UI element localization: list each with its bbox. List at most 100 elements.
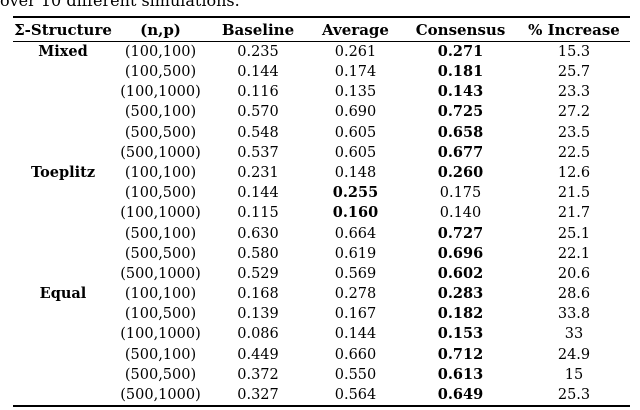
increase-cell: 21.5 [557, 185, 591, 202]
baseline-cell: 0.139 [237, 306, 279, 323]
increase-cell: 24.9 [557, 346, 591, 363]
increase-cell: 20.6 [557, 265, 591, 282]
structure-cell [13, 62, 113, 82]
structure-cell: Equal [39, 285, 87, 303]
increase-cell: 25.3 [557, 387, 591, 404]
np-cell: (100,500) [124, 185, 197, 202]
consensus-cell: 0.613 [437, 365, 484, 383]
header-row: Σ-Structure (n,p) Baseline Average Conse… [13, 17, 630, 42]
average-cell: 0.550 [334, 366, 377, 383]
header-sigma-structure: Σ-Structure [13, 17, 113, 42]
caption-fragment: over 10 different simulations. [0, 0, 240, 10]
table-row: (500,1000) 0.537 0.605 0.677 22.5 [13, 143, 630, 163]
consensus-cell: 0.283 [437, 285, 484, 303]
np-cell: (100,500) [124, 64, 197, 81]
consensus-cell: 0.712 [437, 345, 484, 363]
increase-cell: 22.5 [557, 144, 591, 161]
baseline-cell: 0.630 [237, 225, 279, 242]
table-row: (500,500) 0.372 0.550 0.613 15 [13, 365, 630, 385]
structure-cell: Toeplitz [30, 163, 96, 181]
consensus-cell: 0.260 [437, 163, 484, 181]
structure-cell [13, 325, 113, 345]
average-cell: 0.619 [334, 245, 377, 262]
table-row: (500,100) 0.630 0.664 0.727 25.1 [13, 224, 630, 244]
np-cell: (100,100) [124, 43, 197, 60]
consensus-cell: 0.658 [437, 123, 484, 141]
table-row: Mixed (100,100) 0.235 0.261 0.271 15.3 [13, 42, 630, 63]
average-cell: 0.174 [334, 64, 377, 81]
table-row: (100,1000) 0.086 0.144 0.153 33 [13, 325, 630, 345]
average-cell: 0.605 [334, 124, 377, 141]
baseline-cell: 0.144 [237, 185, 279, 202]
structure-cell: Mixed [38, 42, 88, 60]
structure-cell [13, 365, 113, 385]
structure-cell [13, 143, 113, 163]
table-body: Mixed (100,100) 0.235 0.261 0.271 15.3 (100,50… [13, 42, 630, 407]
table-row: (500,1000) 0.327 0.564 0.649 25.3 [13, 385, 630, 406]
results-table: Σ-Structure (n,p) Baseline Average Conse… [13, 16, 630, 408]
baseline-cell: 0.144 [237, 64, 279, 81]
np-cell: (500,100) [124, 104, 197, 121]
header-np: (n,p) [113, 17, 208, 42]
baseline-cell: 0.327 [237, 387, 279, 404]
baseline-cell: 0.235 [237, 43, 279, 60]
structure-cell [13, 224, 113, 244]
structure-cell [13, 123, 113, 143]
baseline-cell: 0.570 [237, 104, 279, 121]
baseline-cell: 0.537 [237, 144, 279, 161]
increase-cell: 15.3 [557, 43, 591, 60]
average-cell: 0.135 [334, 84, 377, 101]
baseline-cell: 0.548 [237, 124, 279, 141]
increase-cell: 25.1 [557, 225, 591, 242]
table-row: (500,1000) 0.529 0.569 0.602 20.6 [13, 264, 630, 284]
average-cell: 0.167 [334, 306, 377, 323]
increase-cell: 23.3 [557, 84, 591, 101]
increase-cell: 25.7 [557, 64, 591, 81]
consensus-cell: 0.649 [437, 386, 484, 404]
np-cell: (500,1000) [120, 265, 201, 282]
table-row: (100,1000) 0.115 0.160 0.140 21.7 [13, 204, 630, 224]
baseline-cell: 0.449 [237, 346, 279, 363]
np-cell: (500,500) [124, 245, 197, 262]
header-baseline: Baseline [208, 17, 308, 42]
average-cell: 0.144 [334, 326, 377, 343]
structure-cell [13, 103, 113, 123]
np-cell: (500,100) [124, 346, 197, 363]
baseline-cell: 0.580 [237, 245, 279, 262]
consensus-cell: 0.696 [437, 244, 484, 262]
np-cell: (500,500) [124, 366, 197, 383]
consensus-cell: 0.182 [437, 305, 484, 323]
consensus-cell: 0.153 [437, 325, 484, 343]
np-cell: (500,100) [124, 225, 197, 242]
average-cell: 0.664 [334, 225, 377, 242]
baseline-cell: 0.168 [237, 286, 279, 303]
baseline-cell: 0.231 [237, 164, 279, 181]
np-cell: (100,1000) [120, 84, 201, 101]
table-row: (500,100) 0.570 0.690 0.725 27.2 [13, 103, 630, 123]
np-cell: (100,500) [124, 306, 197, 323]
average-cell: 0.148 [334, 164, 377, 181]
consensus-cell: 0.143 [437, 83, 484, 101]
table-row: (500,500) 0.548 0.605 0.658 23.5 [13, 123, 630, 143]
structure-cell [13, 204, 113, 224]
increase-cell: 28.6 [557, 286, 591, 303]
np-cell: (100,1000) [120, 326, 201, 343]
average-cell: 0.660 [334, 346, 377, 363]
increase-cell: 27.2 [557, 104, 591, 121]
table-row: Equal (100,100) 0.168 0.278 0.283 28.6 [13, 284, 630, 304]
average-cell: 0.278 [334, 286, 377, 303]
increase-cell: 22.1 [557, 245, 591, 262]
consensus-cell: 0.140 [439, 205, 482, 222]
structure-cell [13, 82, 113, 102]
header-percent-increase: % Increase [518, 17, 630, 42]
average-cell: 0.160 [332, 204, 379, 222]
table-row: (100,500) 0.139 0.167 0.182 33.8 [13, 304, 630, 324]
increase-cell: 12.6 [557, 164, 591, 181]
structure-cell [13, 264, 113, 284]
consensus-cell: 0.181 [437, 63, 484, 81]
baseline-cell: 0.086 [237, 326, 279, 343]
consensus-cell: 0.602 [437, 264, 484, 282]
table-row: (100,500) 0.144 0.174 0.181 25.7 [13, 62, 630, 82]
consensus-cell: 0.725 [437, 103, 484, 121]
table-row: Toeplitz (100,100) 0.231 0.148 0.260 12.6 [13, 163, 630, 183]
